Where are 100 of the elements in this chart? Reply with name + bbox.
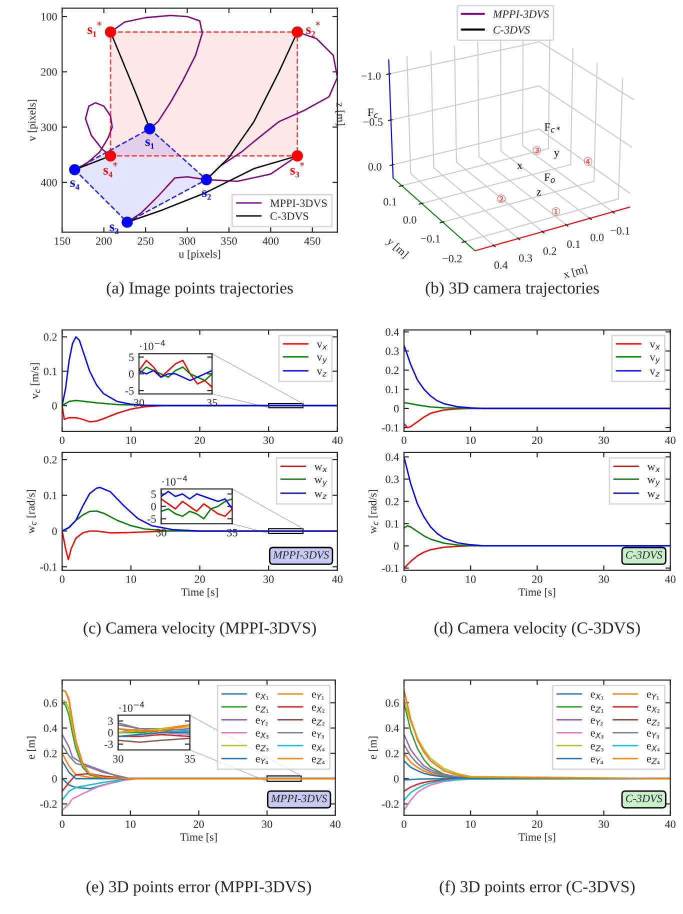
y-tick-label: 0.2	[44, 456, 57, 464]
legend-label: e$_{Z₁}$	[590, 705, 604, 712]
text: y	[554, 151, 560, 159]
x-tick-label: 30	[264, 436, 274, 444]
legend-label: v$_{z}$	[316, 370, 327, 376]
x-tick-label: 40	[665, 576, 676, 584]
x-tick-label: 35	[184, 755, 195, 763]
legend-label: w$_{y}$	[314, 478, 328, 487]
y-tick-label: 0.4	[386, 724, 399, 732]
y-tick-label: 0.2	[386, 750, 399, 758]
x-tick-label: 10	[466, 436, 476, 444]
legend-label: v$_{y}$	[316, 356, 328, 364]
x-tick-label: 400	[262, 237, 279, 245]
y-tick-label: -0.1	[382, 424, 398, 432]
y-tick-label: 200	[41, 68, 57, 76]
text: 0.4	[494, 261, 508, 269]
y-tick-label: 0.2	[44, 333, 57, 341]
legend-label: v$_{z}$	[650, 370, 660, 376]
x-tick-label: 0	[402, 820, 406, 828]
x-tick-label: 30	[598, 436, 609, 444]
text: (a) Image points trajectories	[106, 282, 293, 298]
legend-label: e$_{Y₂}$	[590, 718, 603, 726]
text: 0.0	[368, 162, 382, 171]
annotation: MPPI-3DVS	[270, 794, 327, 802]
text: x [m]	[562, 264, 588, 280]
x-tick-label: 40	[665, 820, 676, 828]
annotation: MPPI-3DVS	[272, 551, 329, 559]
x-tick-label: 10	[466, 576, 476, 584]
legend-label: e$_{X₄}$	[312, 744, 325, 752]
y-tick-label: 0.3	[386, 476, 399, 484]
y-tick-label: 0	[52, 775, 57, 783]
x-tick-label: 30	[262, 820, 272, 828]
x-tick-label: 40	[332, 436, 343, 444]
y-axis-title: e [m]	[368, 736, 378, 760]
y-tick-label: -5	[147, 515, 156, 523]
y-tick-label: -5	[125, 387, 134, 395]
y-axis-title: e [m]	[26, 736, 36, 760]
text: F$_{c}$	[368, 108, 378, 118]
legend-label: e$_{X₂}$	[646, 705, 660, 712]
x-tick-label: 30	[113, 755, 124, 763]
annotation: s₁$^{*}$	[88, 21, 102, 37]
annotation: s₄	[70, 180, 80, 190]
legend-label: e$_{Z₂}$	[312, 718, 324, 726]
y-tick-label: 0.4	[386, 328, 399, 336]
annotation: ·10$^{−4}$	[119, 702, 144, 712]
legend-label: C-3DVS	[494, 26, 530, 34]
legend-label: e$_{Z₂}$	[646, 718, 660, 726]
y-tick-label: 0	[394, 542, 399, 550]
y-tick-label: 3	[108, 717, 113, 725]
x-axis-title: Time [s]	[180, 833, 217, 842]
text: ②	[497, 194, 506, 203]
y-tick-label: -0.1	[382, 564, 398, 572]
legend-label: w$_{x}$	[647, 465, 660, 472]
x-tick-label: 300	[179, 237, 196, 245]
legend-label: e$_{Y₁}$	[312, 692, 324, 700]
y-tick-label: 0	[394, 404, 399, 412]
x-tick-label: 0	[60, 576, 65, 584]
legend-label: w$_{y}$	[647, 478, 660, 487]
y-tick-label: 0	[151, 502, 156, 510]
y-tick-label: 0.6	[386, 699, 399, 707]
legend-label: v$_{x}$	[650, 342, 660, 350]
x-tick-label: 150	[54, 237, 70, 245]
legend-label: e$_{X₃}$	[590, 731, 604, 738]
x-tick-label: 20	[194, 820, 204, 828]
y-tick-label: -3	[104, 740, 113, 748]
x-tick-label: 10	[126, 820, 136, 828]
annotation: s₂$^{*}$	[306, 21, 320, 37]
y-tick-label: -0.2	[382, 800, 399, 808]
annotation: s₄$^{*}$	[103, 162, 118, 178]
text: 0.0	[590, 234, 604, 242]
annotation: ·10$^{−4}$	[140, 340, 165, 350]
y-axis-title: w$_{c}$ [rad/s]	[368, 490, 378, 534]
text: (c) Camera velocity (MPPI-3DVS)	[84, 622, 316, 638]
text: ③	[532, 146, 541, 155]
text: −0.1	[610, 227, 630, 235]
x-tick-label: 40	[332, 576, 343, 584]
text: F$_{c*}$	[544, 123, 560, 133]
legend-label: C-3DVS	[270, 212, 308, 220]
legend-label: e$_{Y₂}$	[256, 718, 268, 726]
y-tick-label: -0.2	[40, 800, 57, 808]
x-tick-label: 40	[665, 436, 676, 444]
y-tick-label: 0.4	[44, 724, 58, 732]
y-tick-label: 0	[108, 729, 113, 737]
x-tick-label: 450	[304, 237, 320, 245]
text: ①	[552, 207, 560, 216]
y-tick-label: 0.2	[44, 750, 57, 758]
y-axis-title: v$_{c}$ [m/s]	[30, 363, 40, 399]
text: ④	[584, 157, 592, 166]
legend-label: e$_{Y₁}$	[646, 692, 659, 700]
legend-label: e$_{X₁}$	[256, 692, 268, 700]
x-tick-label: 350	[221, 237, 237, 245]
annotation: s₂	[202, 190, 211, 200]
text: 0.3	[519, 254, 532, 262]
text: −0.1	[420, 235, 440, 243]
text: (e) 3D points error (MPPI-3DVS)	[86, 880, 311, 896]
x-tick-label: 20	[194, 436, 205, 444]
y-tick-label: 0.1	[44, 492, 57, 500]
y-tick-label: 0.1	[386, 520, 398, 528]
y-tick-label: 0.2	[386, 366, 399, 374]
legend-label: w$_{z}$	[314, 492, 327, 499]
